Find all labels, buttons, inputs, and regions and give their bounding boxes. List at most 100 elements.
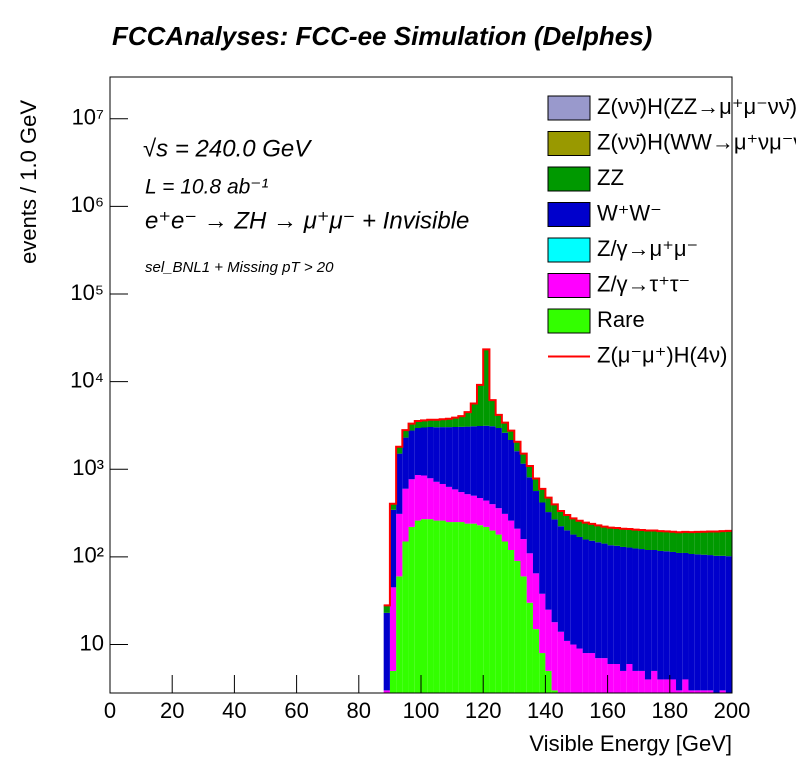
histogram-bar <box>651 530 658 550</box>
histogram-bar <box>601 658 608 693</box>
histogram-bar <box>588 653 596 693</box>
histogram-bar <box>595 525 602 543</box>
histogram-bar <box>464 494 471 524</box>
histogram-bar <box>651 549 658 671</box>
histogram-bar <box>383 690 390 693</box>
histogram-bar <box>582 653 589 693</box>
y-tick-label: 10² <box>72 543 104 568</box>
histogram-bar <box>607 527 614 546</box>
histogram-bar <box>632 548 639 671</box>
histogram-bar <box>644 679 652 693</box>
histogram-bar <box>682 679 689 693</box>
y-tick-label: 10³ <box>72 455 104 480</box>
legend-swatch <box>547 166 591 192</box>
histogram-bar <box>396 576 403 693</box>
histogram-bar <box>601 543 608 659</box>
histogram-bar <box>464 523 471 693</box>
histogram-bar <box>694 531 701 555</box>
histogram-bar <box>470 426 477 496</box>
x-tick-label: 120 <box>465 698 502 723</box>
histogram-bar <box>545 609 552 671</box>
histogram-bar <box>595 658 602 693</box>
histogram-bar <box>433 419 440 428</box>
histogram-bar <box>657 679 664 693</box>
legend-label: Z(μ⁻μ⁺)H(4ν) <box>597 342 727 367</box>
histogram-bar <box>383 612 390 691</box>
histogram-bar <box>470 495 477 524</box>
histogram-bar <box>514 441 521 452</box>
histogram-bar <box>508 520 515 550</box>
annotation: e⁺e⁻ → ZH → μ⁺μ⁻ + Invisible <box>145 207 469 234</box>
histogram-bar <box>389 587 397 671</box>
histogram-bar <box>526 602 533 693</box>
histogram-bar <box>576 520 583 537</box>
histogram-bar <box>464 426 471 495</box>
y-tick-label: 10⁶ <box>70 192 104 217</box>
histogram-bar <box>551 622 558 691</box>
x-tick-label: 20 <box>160 698 184 723</box>
histogram-bar <box>402 488 409 542</box>
histogram-bar <box>576 648 583 693</box>
histogram-bar <box>427 426 434 479</box>
annotation: √s = 240.0 GeV <box>143 135 312 162</box>
histogram-bar <box>439 427 446 484</box>
histogram-bar <box>458 522 465 693</box>
histogram-bar <box>520 453 527 464</box>
histogram-bar <box>476 426 484 499</box>
x-tick-label: 80 <box>347 698 371 723</box>
histogram-bar <box>657 531 664 551</box>
histogram-bar <box>439 483 446 521</box>
histogram-bar <box>427 419 434 427</box>
histogram-bar <box>489 504 496 531</box>
histogram-bar <box>427 519 434 693</box>
histogram-bar <box>620 546 627 671</box>
histogram-bar <box>389 509 397 588</box>
histogram-bar <box>402 437 409 489</box>
histogram-bar <box>508 549 515 693</box>
histogram-bar <box>663 551 670 680</box>
histogram-bar <box>707 555 714 691</box>
histogram-bar <box>433 520 440 693</box>
histogram-bar <box>719 531 726 556</box>
x-axis-label: Visible Energy [GeV] <box>529 731 732 756</box>
histogram-bar <box>688 554 695 691</box>
y-tick-label: 10 <box>80 630 104 655</box>
histogram-bar <box>501 432 509 514</box>
histogram-bar <box>632 529 639 549</box>
histogram-bar <box>620 528 627 547</box>
histogram-bar <box>570 644 577 693</box>
histogram-bar <box>408 430 415 480</box>
histogram-bar <box>694 554 701 691</box>
histogram-bar <box>576 536 583 649</box>
histogram-bar <box>682 552 689 680</box>
histogram-bar <box>588 523 596 541</box>
histogram-bar <box>644 549 652 680</box>
histogram-bar <box>520 539 527 577</box>
histogram-bar <box>427 478 434 520</box>
histogram-bar <box>532 573 540 630</box>
histogram-bar <box>545 512 552 610</box>
histogram-bar <box>651 670 658 693</box>
histogram-bar <box>421 475 428 520</box>
chart-title: FCCAnalyses: FCC-ee Simulation (Delphes) <box>112 21 652 51</box>
histogram-bar <box>414 520 421 693</box>
histogram-bar <box>719 555 726 691</box>
histogram-bar <box>470 523 477 693</box>
histogram-bar <box>389 670 397 693</box>
histogram-bar <box>713 531 720 556</box>
histogram-bar <box>501 513 509 542</box>
histogram-bar <box>452 522 459 693</box>
legend-swatch <box>547 131 591 156</box>
histogram-bar <box>676 690 683 693</box>
histogram-bar <box>414 475 421 521</box>
histogram-bar <box>489 400 496 427</box>
histogram-bar <box>414 420 421 429</box>
annotation: L = 10.8 ab⁻¹ <box>145 176 268 199</box>
histogram-bar <box>564 640 571 693</box>
histogram-bar <box>607 663 614 693</box>
histogram-bar <box>626 663 633 693</box>
histogram-bar <box>526 477 533 554</box>
legend-swatch <box>547 202 591 227</box>
histogram-bar <box>458 426 465 493</box>
